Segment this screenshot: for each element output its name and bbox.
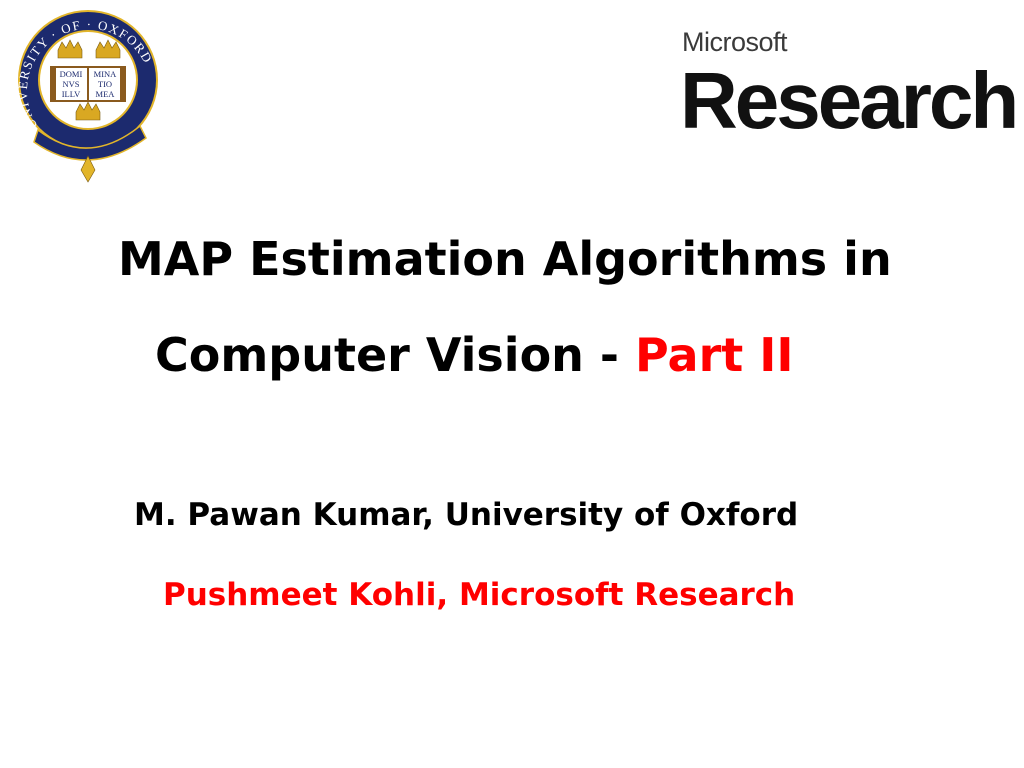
slide-title-line2: Computer Vision - Part II: [155, 328, 794, 382]
svg-text:MINA: MINA: [94, 69, 118, 79]
svg-text:TIO: TIO: [98, 79, 112, 89]
svg-text:NVS: NVS: [62, 79, 79, 89]
svg-text:DOMI: DOMI: [60, 69, 83, 79]
svg-text:MEA: MEA: [96, 89, 116, 99]
microsoft-logo-text: Microsoft: [682, 27, 788, 57]
title-main: Computer Vision -: [155, 328, 636, 382]
oxford-crest-logo: UNIVERSITY · OF · OXFORD DOMI NVS ILLV MIN…: [8, 8, 168, 188]
microsoft-research-logo: Microsoft Research: [680, 27, 1019, 144]
research-logo-text: Research: [680, 56, 1019, 145]
slide-title-line1: MAP Estimation Algorithms in: [118, 232, 892, 286]
svg-text:ILLV: ILLV: [62, 89, 81, 99]
title-accent: Part II: [635, 328, 794, 382]
author-1: M. Pawan Kumar, University of Oxford: [134, 497, 799, 533]
author-2: Pushmeet Kohli, Microsoft Research: [163, 577, 796, 613]
